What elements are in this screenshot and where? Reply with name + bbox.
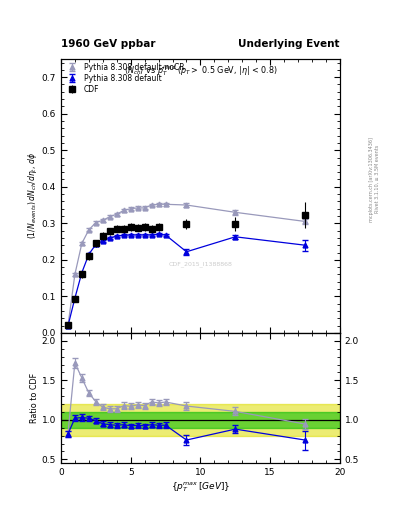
Bar: [61, 404, 340, 436]
Legend: Pythia 8.308 default-noCR, Pythia 8.308 default, CDF: Pythia 8.308 default-noCR, Pythia 8.308 …: [63, 61, 186, 95]
Text: Rivet 3.1.10, ≥ 3.5M events: Rivet 3.1.10, ≥ 3.5M events: [375, 145, 380, 214]
Text: Underlying Event: Underlying Event: [239, 38, 340, 49]
X-axis label: $\{p_T^{max}\, [GeV]\}$: $\{p_T^{max}\, [GeV]\}$: [171, 480, 230, 494]
Text: $\langle N_{ch}\rangle$ vs $p_T^{lead}$ ($p_T >$ 0.5 GeV, $|\eta|$ < 0.8): $\langle N_{ch}\rangle$ vs $p_T^{lead}$ …: [124, 63, 277, 78]
Y-axis label: $(1/N_{events})\, dN_{ch}/d\eta_t,\, d\phi$: $(1/N_{events})\, dN_{ch}/d\eta_t,\, d\p…: [26, 153, 39, 240]
Bar: [61, 412, 340, 428]
Text: CDF_2015_I1388868: CDF_2015_I1388868: [169, 262, 232, 267]
Text: mcplots.cern.ch [arXiv:1306.3436]: mcplots.cern.ch [arXiv:1306.3436]: [369, 137, 374, 222]
Y-axis label: Ratio to CDF: Ratio to CDF: [30, 373, 39, 423]
Text: 1960 GeV ppbar: 1960 GeV ppbar: [61, 38, 155, 49]
